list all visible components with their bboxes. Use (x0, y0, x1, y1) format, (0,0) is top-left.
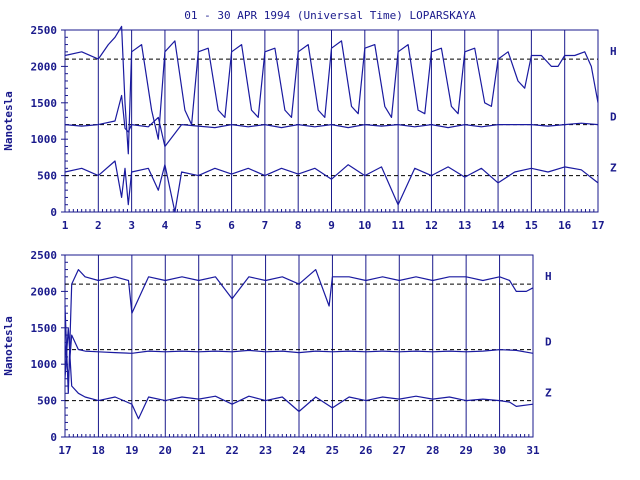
x-tick-label: 17 (591, 219, 604, 232)
y-tick-label: 500 (37, 395, 57, 408)
series-z-trace (64, 327, 534, 420)
y-tick-label: 0 (50, 206, 57, 219)
x-tick-label: 29 (460, 444, 473, 457)
x-tick-label: 9 (328, 219, 335, 232)
x-tick-label: 28 (426, 444, 439, 457)
component-label-z: Z (545, 387, 552, 400)
y-tick-label: 1000 (31, 358, 58, 371)
component-label-d: D (610, 111, 617, 124)
x-tick-label: 2 (95, 219, 102, 232)
panel-top: 1 2 3 4 5 6 7 8 9 10 11 12 13 14 15 16 17050010001500200… (2, 24, 617, 232)
x-tick-label: 1 (62, 219, 69, 232)
x-tick-label: 27 (393, 444, 406, 457)
x-tick-label: 10 (358, 219, 371, 232)
series-d-trace (64, 94, 599, 148)
y-tick-label: 2000 (31, 285, 58, 298)
x-tick-label: 11 (392, 219, 406, 232)
x-tick-label: 3 (128, 219, 135, 232)
y-tick-label: 0 (50, 431, 57, 444)
x-tick-label: 25 (326, 444, 339, 457)
series-h-trace (64, 25, 599, 155)
x-tick-label: 26 (359, 444, 373, 457)
x-tick-label: 31 (526, 444, 540, 457)
y-tick-label: 1500 (31, 322, 58, 335)
x-tick-label: 20 (159, 444, 172, 457)
x-tick-label: 4 (162, 219, 169, 232)
x-tick-label: 6 (228, 219, 235, 232)
x-tick-label: 23 (259, 444, 272, 457)
x-tick-label: 21 (192, 444, 206, 457)
component-label-z: Z (610, 162, 617, 175)
y-tick-label: 1500 (31, 97, 58, 110)
series-d-trace (64, 334, 534, 380)
y-axis-label: Nanotesla (2, 316, 15, 376)
x-tick-label: 24 (292, 444, 306, 457)
y-tick-label: 2500 (31, 249, 58, 262)
x-tick-label: 14 (491, 219, 505, 232)
x-tick-label: 12 (425, 219, 438, 232)
y-tick-label: 2500 (31, 24, 58, 37)
chart-title: 01 - 30 APR 1994 (Universal Time) LOPARS… (184, 9, 476, 22)
x-tick-label: 7 (262, 219, 269, 232)
y-tick-label: 1000 (31, 133, 58, 146)
component-label-h: H (545, 270, 552, 283)
x-tick-label: 19 (125, 444, 138, 457)
x-tick-label: 13 (458, 219, 471, 232)
y-axis-label: Nanotesla (2, 91, 15, 151)
x-tick-label: 22 (226, 444, 239, 457)
panel-bottom: 17 18 19 20 21 22 23 24 25 26 27 28 29 30 31 0 500 1000 15… (2, 249, 552, 457)
series-h-trace (64, 269, 534, 394)
x-tick-label: 16 (558, 219, 572, 232)
x-tick-label: 8 (295, 219, 302, 232)
component-label-d: D (545, 336, 552, 349)
y-tick-label: 2000 (31, 60, 58, 73)
x-tick-label: 18 (92, 444, 105, 457)
y-tick-label: 500 (37, 170, 57, 183)
x-tick-label: 30 (493, 444, 506, 457)
x-tick-label: 17 (58, 444, 71, 457)
x-tick-label: 15 (525, 219, 538, 232)
series-z-trace (64, 160, 599, 213)
component-label-h: H (610, 45, 617, 58)
x-tick-label: 5 (195, 219, 202, 232)
